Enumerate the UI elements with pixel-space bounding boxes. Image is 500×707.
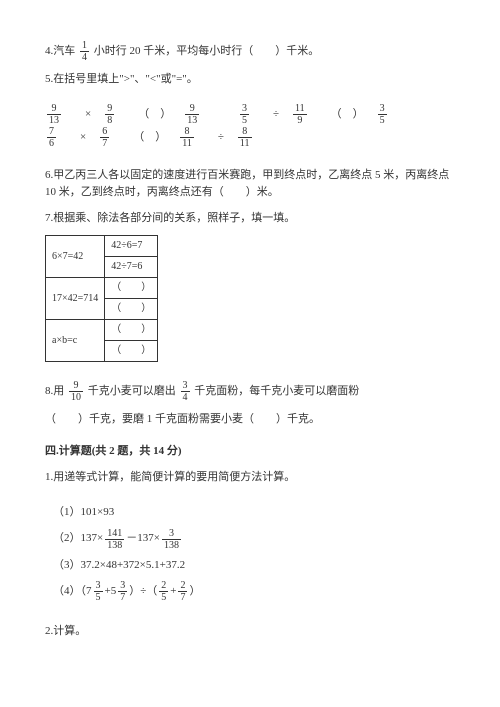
table-row: a×b=c （ ） xyxy=(46,320,158,341)
section-4-title: 四.计算题(共 2 题，共 14 分) xyxy=(45,443,455,461)
table-cell: 6×7=42 xyxy=(46,236,105,278)
question-8-cont: （ ）千克，要磨 1 千克面粉需要小麦（ ）千克。 xyxy=(45,411,455,429)
calc-2: 2.计算。 xyxy=(45,623,455,641)
expr-2: 35÷119（ ）35 xyxy=(238,103,411,126)
fill-table: 6×7=42 42÷6=7 42÷7=6 17×42=714 （ ） （ ） a… xyxy=(45,235,158,362)
calc-1-item-1: （1）101×93 xyxy=(53,504,455,522)
table-row: 6×7=42 42÷6=7 xyxy=(46,236,158,257)
table-cell: （ ） xyxy=(105,299,158,320)
q5-expressions: 913×98（ ）913 35÷119（ ）35 76×67（ ）811÷811 xyxy=(45,103,455,149)
table-cell: a×b=c xyxy=(46,320,105,362)
q4-prefix: 4.汽车 xyxy=(45,43,75,61)
table-cell: 17×42=714 xyxy=(46,278,105,320)
calc-1-item-2: （2）137×141138－137×3138 xyxy=(53,528,455,551)
question-8: 8.用 910 千克小麦可以磨出 34 千克面粉，每千克小麦可以磨面粉 xyxy=(45,380,455,403)
calc-1-item-4: （4）（735+537）÷（25+27） xyxy=(53,580,455,603)
q4-fraction: 1 4 xyxy=(80,40,89,63)
question-4: 4.汽车 1 4 小时行 20 千米，平均每小时行（ ）千米。 xyxy=(45,40,455,63)
q4-after: 小时行 20 千米，平均每小时行（ ）千米。 xyxy=(94,43,320,61)
table-cell: 42÷6=7 xyxy=(105,236,158,257)
table-cell: （ ） xyxy=(105,341,158,362)
table-cell: 42÷7=6 xyxy=(105,257,158,278)
question-7: 7.根据乘、除法各部分间的关系，照样子，填一填。 xyxy=(45,210,455,228)
question-5: 5.在括号里填上">"、"<"或"="。 xyxy=(45,71,455,89)
expr-3: 76×67（ ）811÷811 xyxy=(45,126,276,149)
table-cell: （ ） xyxy=(105,320,158,341)
calc-1-intro: 1.用递等式计算，能简便计算的要用简便方法计算。 xyxy=(45,469,455,487)
table-cell: （ ） xyxy=(105,278,158,299)
q8-frac-1: 910 xyxy=(69,380,83,403)
question-6: 6.甲乙丙三人各以固定的速度进行百米赛跑，甲到终点时，乙离终点 5 米，丙离终点… xyxy=(45,167,455,202)
q8-frac-2: 34 xyxy=(181,380,190,403)
calc-1-item-3: （3）37.2×48+372×5.1+37.2 xyxy=(53,557,455,575)
table-row: 17×42=714 （ ） xyxy=(46,278,158,299)
expr-1: 913×98（ ）913 xyxy=(45,103,223,126)
